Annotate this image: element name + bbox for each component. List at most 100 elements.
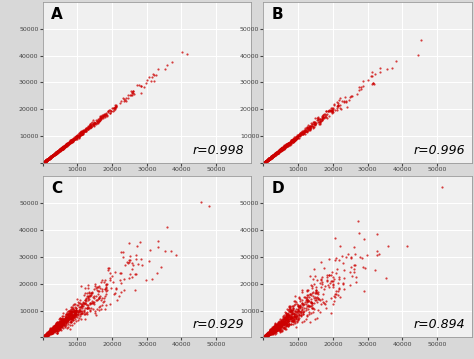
Point [262,333,269,339]
Point [67,138,75,144]
Point [268,154,275,160]
Point [74,133,82,139]
Point [319,115,327,121]
Point [44,330,52,336]
Point [361,265,369,271]
Point [274,325,282,331]
Point [329,281,337,287]
Point [49,324,57,330]
Point [56,315,64,321]
Point [273,324,281,330]
Point [283,142,290,148]
Point [54,149,61,155]
Point [72,135,80,141]
Point [50,152,58,158]
Point [330,298,337,304]
Point [264,332,272,337]
Point [328,105,335,111]
Point [263,332,270,338]
Point [261,159,268,165]
Point [58,146,66,151]
Point [50,151,58,157]
Point [44,156,52,162]
Point [312,290,320,296]
Point [346,282,354,288]
Point [45,329,53,335]
Point [47,327,55,333]
Point [285,140,292,146]
Point [51,326,59,332]
Point [77,304,85,310]
Point [65,315,73,321]
Point [282,142,290,148]
Point [273,323,280,329]
Point [311,121,319,127]
Point [40,333,48,339]
Point [73,133,81,139]
Point [263,158,271,163]
Point [68,138,76,144]
Point [137,256,145,262]
Point [281,318,288,324]
Point [72,136,80,142]
Point [267,328,275,334]
Point [263,158,271,163]
Point [292,316,300,321]
Point [94,284,101,290]
Point [418,37,425,42]
Point [103,291,110,297]
Point [50,326,57,332]
Point [42,158,50,163]
Point [280,319,287,325]
Point [283,321,291,327]
Point [95,289,103,294]
Point [280,144,287,150]
Point [291,313,298,318]
Point [70,137,77,143]
Point [275,148,283,154]
Point [72,308,80,313]
Point [260,334,268,340]
Point [267,155,274,160]
Point [48,327,55,333]
Point [332,292,339,297]
Point [335,97,343,103]
Point [47,328,55,334]
Point [332,288,339,294]
Point [49,152,57,158]
Point [328,110,336,116]
Point [51,327,59,333]
Point [58,146,65,152]
Point [48,153,55,159]
Point [53,327,61,332]
Point [275,147,283,153]
Point [270,153,277,158]
Point [39,334,47,340]
Point [62,144,69,150]
Point [277,147,284,153]
Point [70,312,77,318]
Point [272,150,280,156]
Point [269,325,277,331]
Point [264,157,272,163]
Point [61,143,68,149]
Point [41,332,49,338]
Point [273,328,280,334]
Point [295,309,303,314]
Point [292,311,300,317]
Point [40,159,48,165]
Point [260,334,268,340]
Point [41,334,48,339]
Point [264,157,272,162]
Point [307,299,314,305]
Point [270,329,278,335]
Point [283,143,290,149]
Point [305,303,312,308]
Point [285,303,293,309]
Point [286,139,294,145]
Point [43,157,50,163]
Point [54,328,62,334]
Point [152,73,160,78]
Point [275,320,283,325]
Point [281,143,288,148]
